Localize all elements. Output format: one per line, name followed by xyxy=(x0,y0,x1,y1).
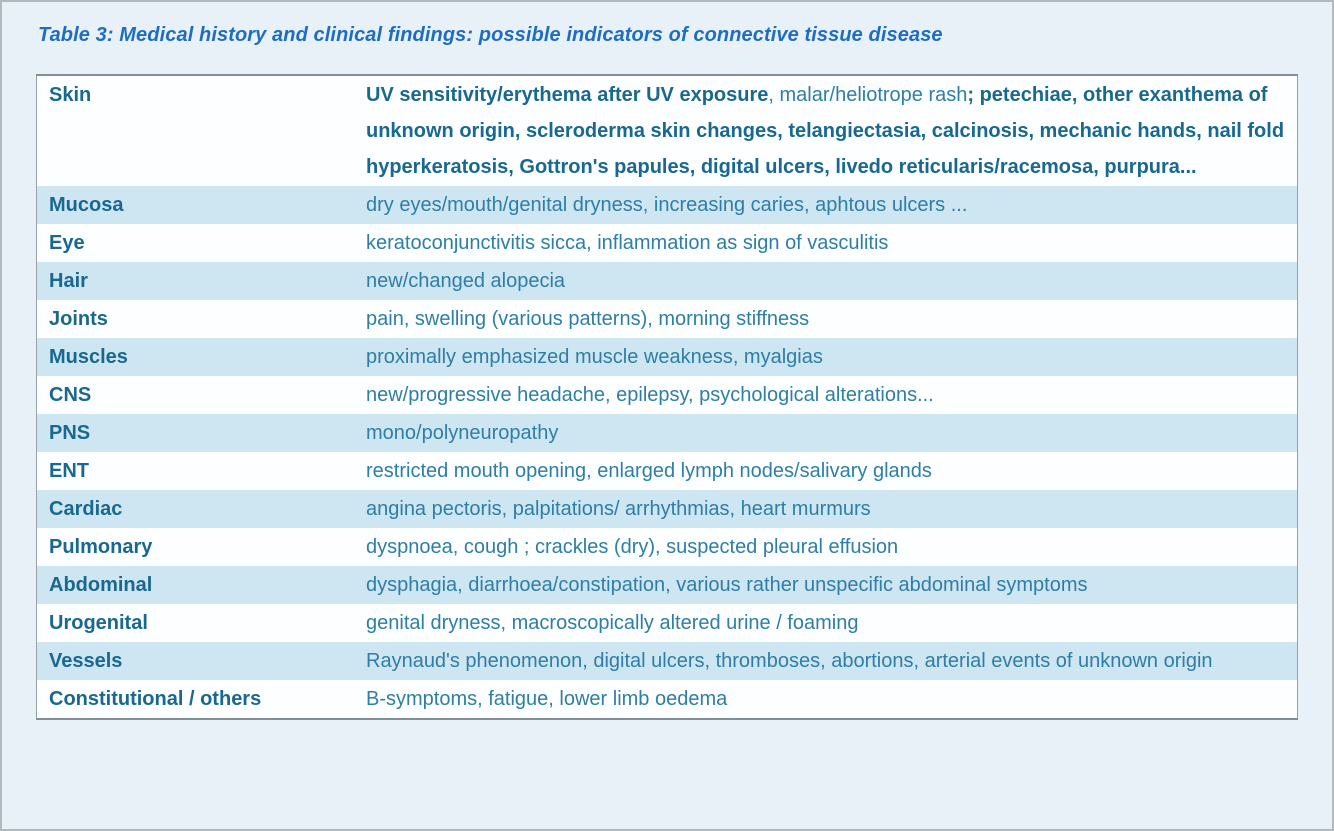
row-label: Abdominal xyxy=(49,574,153,596)
row-label: Vessels xyxy=(49,650,123,672)
row-findings: keratoconjunctivitis sicca, inflammation… xyxy=(366,232,889,254)
row-label: ENT xyxy=(49,460,89,482)
row-label: Urogenital xyxy=(49,612,148,634)
finding-text: , malar/heliotrope rash xyxy=(768,84,968,106)
row-label: CNS xyxy=(49,384,92,406)
table-row: Pulmonary dyspnoea, cough ; crackles (dry… xyxy=(37,528,1298,566)
row-label: Muscles xyxy=(49,346,128,368)
table-row: CNS new/progressive headache, epilepsy, p… xyxy=(37,376,1298,414)
row-label: Skin xyxy=(49,84,92,106)
table-row: Constitutional / others B-symptoms, fatig… xyxy=(37,680,1298,719)
row-findings: B-symptoms, fatigue, lower limb oedema xyxy=(366,688,728,710)
row-label: Constitutional / others xyxy=(49,688,262,710)
row-findings: new/changed alopecia xyxy=(366,270,566,292)
table-row: Muscles proximally emphasized muscle weak… xyxy=(36,338,1298,376)
row-findings: mono/polyneuropathy xyxy=(366,422,559,444)
row-findings: genital dryness, macroscopically altered… xyxy=(366,612,859,634)
row-label: Joints xyxy=(49,308,108,330)
row-findings: Raynaud's phenomenon, digital ulcers, th… xyxy=(366,650,1213,672)
row-label: Pulmonary xyxy=(49,536,153,558)
table-row: PNS mono/polyneuropathy xyxy=(36,414,1298,452)
finding-text-bold: UV sensitivity/erythema after UV exposur… xyxy=(366,84,769,106)
table-row: Mucosa dry eyes/mouth/genital dryness, in… xyxy=(36,186,1298,224)
table-row: Vessels Raynaud's phenomenon, digital ulc… xyxy=(36,642,1298,680)
table-row: Joints pain, swelling (various patterns),… xyxy=(37,300,1298,338)
row-findings: pain, swelling (various patterns), morni… xyxy=(366,308,810,330)
table-body: Skin UV sensitivity/erythema after UV exp… xyxy=(36,75,1298,719)
row-findings: dry eyes/mouth/genital dryness, increasi… xyxy=(366,194,968,216)
row-label: Cardiac xyxy=(49,498,123,520)
table-row: Eye keratoconjunctivitis sicca, inflammat… xyxy=(37,224,1298,262)
row-findings: proximally emphasized muscle weakness, m… xyxy=(366,346,823,368)
row-label: Hair xyxy=(49,270,88,292)
clinical-findings-table: Skin UV sensitivity/erythema after UV exp… xyxy=(36,74,1298,720)
table-row: ENT restricted mouth opening, enlarged ly… xyxy=(37,452,1298,490)
row-findings: new/progressive headache, epilepsy, psyc… xyxy=(366,384,934,406)
table-row: Cardiac angina pectoris, palpitations/ ar… xyxy=(36,490,1298,528)
row-findings: dysphagia, diarrhoea/constipation, vario… xyxy=(366,574,1088,596)
row-label: Eye xyxy=(49,232,85,254)
row-findings: UV sensitivity/erythema after UV exposur… xyxy=(354,75,1298,186)
finding-text-bold: ; petechiae, other exanthema of unknown … xyxy=(366,84,1285,178)
row-findings: angina pectoris, palpitations/ arrhythmi… xyxy=(366,498,871,520)
row-label: PNS xyxy=(49,422,91,444)
table-row: Abdominal dysphagia, diarrhoea/constipati… xyxy=(36,566,1298,604)
row-findings: dyspnoea, cough ; crackles (dry), suspec… xyxy=(366,536,899,558)
row-label: Mucosa xyxy=(49,194,124,216)
row-findings: restricted mouth opening, enlarged lymph… xyxy=(366,460,932,482)
table-row: Hair new/changed alopecia xyxy=(36,262,1298,300)
table-caption: Table 3: Medical history and clinical fi… xyxy=(38,24,943,46)
table-row: Skin UV sensitivity/erythema after UV exp… xyxy=(37,75,1298,186)
table-row: Urogenital genital dryness, macroscopical… xyxy=(37,604,1298,642)
